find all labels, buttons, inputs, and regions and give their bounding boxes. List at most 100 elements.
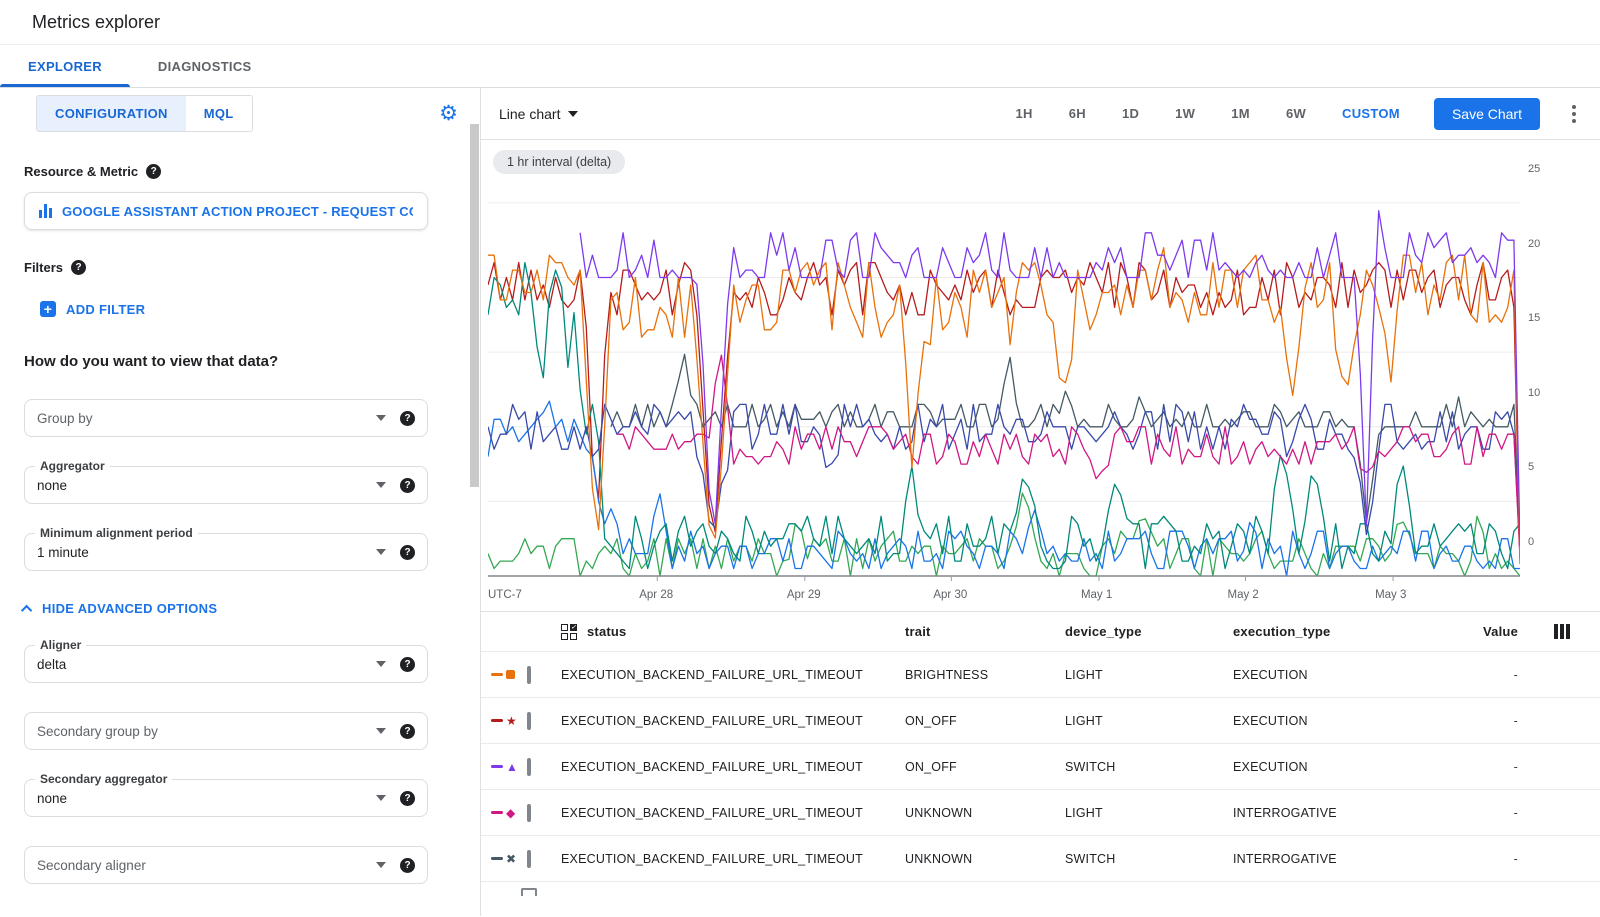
help-icon[interactable]: ? (400, 544, 415, 560)
more-options-icon[interactable] (1564, 101, 1584, 127)
legend-row-2[interactable]: ★ EXECUTION_BACKEND_FAILURE_URL_TIMEOUT ON… (481, 698, 1600, 744)
column-settings-icon[interactable] (1554, 624, 1600, 639)
cell-status: EXECUTION_BACKEND_FAILURE_URL_TIMEOUT (561, 759, 863, 774)
chevron-down-icon (376, 482, 386, 488)
legend-table: status trait device_type execution_type Valu… (481, 611, 1600, 916)
series-line (617, 354, 1521, 559)
legend-row-3[interactable]: ▲ EXECUTION_BACKEND_FAILURE_URL_TIMEOUT ON… (481, 744, 1600, 790)
y-tick-label: 10 (1528, 386, 1541, 399)
y-tick-label: 15 (1528, 312, 1541, 325)
x-tick-label: Apr 29 (786, 589, 821, 601)
help-icon[interactable]: ? (400, 723, 415, 739)
chart-type-dropdown[interactable]: Line chart (499, 106, 579, 122)
series-line-swatch (491, 719, 503, 722)
range-6h-button[interactable]: 6H (1068, 106, 1086, 121)
help-icon[interactable]: ? (71, 260, 87, 275)
field-label: Minimum alignment period (35, 526, 198, 540)
range-custom-button[interactable]: CUSTOM (1342, 106, 1400, 121)
field-value: 1 minute (37, 544, 89, 560)
help-icon[interactable]: ? (400, 656, 415, 672)
advanced-field-secondary-aggregator[interactable]: Secondary aggregator none? (24, 772, 428, 817)
tab-explorer[interactable]: EXPLORER (0, 45, 130, 87)
cell-status: EXECUTION_BACKEND_FAILURE_URL_TIMEOUT (561, 667, 863, 682)
help-icon[interactable]: ? (400, 410, 415, 426)
cell-device-type: LIGHT (1065, 667, 1103, 682)
cell-value: - (1513, 759, 1518, 774)
cell-trait: UNKNOWN (905, 805, 973, 820)
main-field-minimum-alignment-period[interactable]: Minimum alignment period 1 minute? (24, 526, 428, 571)
series-line (487, 261, 1521, 570)
time-range-buttons: 1H 6H 1D 1W 1M 6W CUSTOM Save Chart (1002, 97, 1585, 130)
toggle-configuration[interactable]: CONFIGURATION (37, 96, 186, 131)
legend-row-5[interactable]: ✖ EXECUTION_BACKEND_FAILURE_URL_TIMEOUT UN… (481, 836, 1600, 882)
filters-label: Filters (24, 260, 64, 275)
help-icon[interactable]: ? (400, 477, 415, 493)
cell-trait: BRIGHTNESS (905, 667, 989, 682)
range-6w-button[interactable]: 6W (1285, 106, 1307, 121)
series-line (487, 403, 1521, 554)
hide-advanced-options-toggle[interactable]: HIDE ADVANCED OPTIONS (20, 601, 480, 616)
field-value: none (37, 477, 68, 493)
row-checkbox[interactable] (527, 849, 531, 868)
triangle-marker-icon: ▲ (506, 759, 519, 774)
save-chart-button[interactable]: Save Chart (1433, 97, 1540, 130)
cell-device-type: LIGHT (1065, 805, 1103, 820)
col-value: Value (1483, 624, 1518, 639)
chevron-down-icon (376, 728, 386, 734)
main-field-aggregator[interactable]: Aggregator none? (24, 459, 428, 504)
view-data-heading: How do you want to view that data? (24, 353, 279, 370)
row-checkbox[interactable] (527, 665, 531, 684)
range-1d-button[interactable]: 1D (1121, 106, 1140, 121)
field-value: Secondary aligner (37, 857, 146, 873)
advanced-field-aligner[interactable]: Aligner delta? (24, 638, 428, 683)
select-series-icon[interactable] (561, 623, 577, 640)
cell-status: EXECUTION_BACKEND_FAILURE_URL_TIMEOUT (561, 713, 863, 728)
x-tick-label: May 2 (1227, 589, 1259, 601)
sidebar-scrollbar[interactable] (470, 124, 479, 487)
gear-icon[interactable]: ⚙ (439, 102, 458, 125)
cell-execution-type: EXECUTION (1233, 713, 1308, 728)
resource-metric-chip[interactable]: GOOGLE ASSISTANT ACTION PROJECT - REQUES… (24, 192, 428, 230)
cell-device-type: LIGHT (1065, 713, 1103, 728)
row-checkbox[interactable] (521, 888, 537, 896)
cell-execution-type: EXECUTION (1233, 759, 1308, 774)
field-label: Aligner (35, 638, 87, 652)
add-filter-button[interactable]: + ADD FILTER (40, 301, 480, 317)
col-execution-type: execution_type (1233, 624, 1331, 639)
series-line (488, 247, 1521, 565)
plus-icon: + (40, 301, 56, 317)
help-icon[interactable]: ? (400, 857, 415, 873)
chevron-down-icon (376, 862, 386, 868)
range-1w-button[interactable]: 1W (1175, 106, 1196, 121)
row-checkbox[interactable] (527, 711, 531, 730)
y-axis-labels: 0 5 10 15 20 25 (1522, 154, 1558, 548)
chevron-down-icon (376, 549, 386, 555)
field-label: Aggregator (35, 459, 110, 473)
range-1h-button[interactable]: 1H (1015, 106, 1033, 121)
help-icon[interactable]: ? (146, 164, 162, 179)
legend-row-partial (481, 882, 1600, 896)
help-icon[interactable]: ? (400, 790, 415, 806)
col-device-type: device_type (1065, 624, 1142, 639)
toggle-mql[interactable]: MQL (185, 96, 252, 131)
config-mql-toggle: CONFIGURATION MQL (36, 95, 253, 132)
cell-execution-type: EXECUTION (1233, 667, 1308, 682)
legend-row-1[interactable]: EXECUTION_BACKEND_FAILURE_URL_TIMEOUT BRI… (481, 652, 1600, 698)
legend-row-4[interactable]: ◆ EXECUTION_BACKEND_FAILURE_URL_TIMEOUT UN… (481, 790, 1600, 836)
line-chart-plot[interactable] (487, 188, 1521, 587)
tab-diagnostics[interactable]: DIAGNOSTICS (157, 58, 252, 74)
advanced-field-secondary-group-by[interactable]: Secondary group by? (24, 712, 428, 750)
range-1m-button[interactable]: 1M (1231, 106, 1250, 121)
series-line-swatch (491, 857, 503, 860)
row-checkbox[interactable] (527, 757, 531, 776)
cell-value: - (1513, 805, 1518, 820)
main-field-group-by[interactable]: Group by? (24, 399, 428, 437)
cell-value: - (1513, 713, 1518, 728)
row-checkbox[interactable] (527, 803, 531, 822)
advanced-field-secondary-aligner[interactable]: Secondary aligner? (24, 846, 428, 884)
resource-metric-label: Resource & Metric (24, 164, 139, 179)
field-value: Group by (37, 410, 93, 426)
advanced-fields: Aligner delta? Secondary group by? Secondar… (24, 638, 480, 884)
field-value: none (37, 790, 68, 806)
field-label: Secondary aggregator (35, 772, 173, 786)
